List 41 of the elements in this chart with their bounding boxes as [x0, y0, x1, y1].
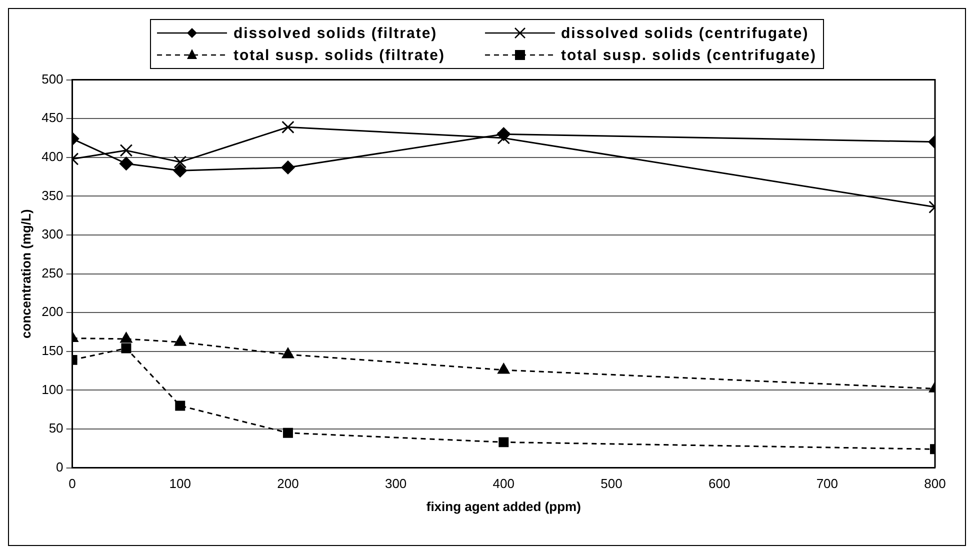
point [282, 348, 294, 358]
y-tick-label: 50 [48, 420, 64, 436]
x-tick-label: 400 [492, 476, 514, 492]
y-tick-label: 350 [42, 188, 64, 203]
y-axis-title: concentration (mg/L) [18, 209, 34, 338]
point [282, 120, 294, 134]
x-tick-label: 200 [277, 476, 299, 492]
point [497, 132, 510, 144]
point [498, 363, 510, 374]
y-tick-label: 300 [42, 226, 64, 242]
x-tick-label: 100 [169, 476, 191, 492]
point [282, 428, 293, 438]
y-tick-label: 0 [56, 459, 64, 474]
y-tick-label: 150 [42, 342, 64, 358]
y-tick-label: 400 [42, 148, 64, 164]
point [173, 164, 187, 178]
legend-label: dissolved solids (filtrate) [233, 24, 438, 42]
point [281, 160, 295, 174]
y-tick-label: 100 [42, 382, 64, 397]
point [119, 156, 133, 170]
point [120, 144, 133, 157]
x-tick-label: 800 [924, 476, 946, 492]
point [120, 332, 132, 343]
legend-label: dissolved solids (centrifugate) [561, 24, 809, 42]
x-axis-title: fixing agent added (ppm) [426, 498, 581, 514]
x-tick-label: 700 [816, 476, 838, 492]
legend-label: total susp. solids (centrifugate) [561, 46, 817, 64]
x-tick-label: 300 [384, 476, 407, 492]
point [175, 400, 186, 411]
point [174, 156, 187, 168]
x-tick-label: 600 [708, 476, 730, 492]
x-tick-label: 0 [68, 476, 76, 492]
y-tick-label: 200 [42, 304, 64, 320]
x-tick-label: 500 [600, 476, 622, 492]
y-tick-label: 500 [42, 71, 64, 86]
y-tick-label: 450 [42, 110, 64, 126]
point [121, 343, 132, 354]
y-tick-label: 250 [42, 265, 64, 280]
legend-label: total susp. solids (filtrate) [233, 46, 445, 64]
point [498, 437, 509, 448]
point [174, 335, 186, 346]
